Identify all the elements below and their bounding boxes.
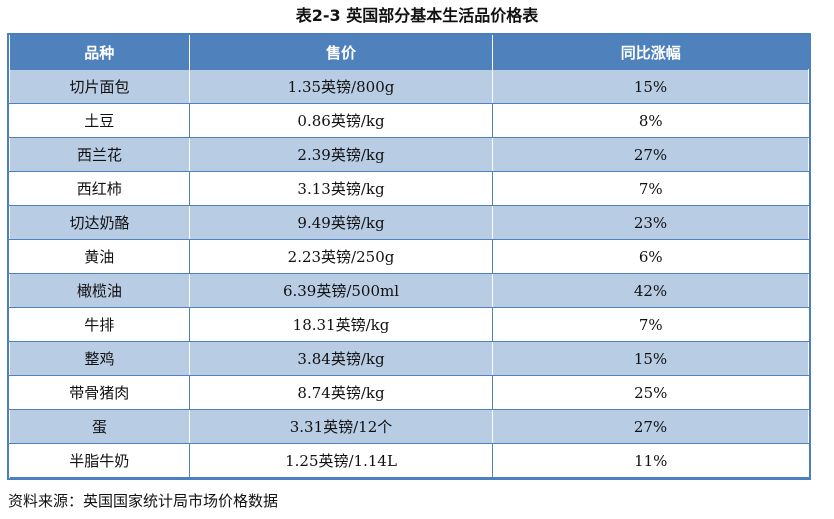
column-header-change: 同比涨幅 xyxy=(492,35,809,70)
price-table: 品种 售价 同比涨幅 切片面包 1.35英镑/800g 15% 土豆 0.86英… xyxy=(9,35,809,478)
table-row: 西红柿 3.13英镑/kg 7% xyxy=(9,171,809,206)
cell-item: 西兰花 xyxy=(9,137,190,172)
cell-item: 西红柿 xyxy=(9,171,190,206)
cell-change: 25% xyxy=(492,375,809,410)
cell-change: 7% xyxy=(492,307,809,342)
cell-change: 27% xyxy=(492,137,809,172)
cell-item: 黄油 xyxy=(9,239,190,274)
column-header-price: 售价 xyxy=(189,35,493,70)
cell-price: 3.84英镑/kg xyxy=(189,341,493,376)
cell-item: 切片面包 xyxy=(9,69,190,104)
cell-item: 土豆 xyxy=(9,103,190,138)
cell-price: 1.25英镑/1.14L xyxy=(189,443,493,478)
table-header-row: 品种 售价 同比涨幅 xyxy=(9,35,809,70)
cell-price: 0.86英镑/kg xyxy=(189,103,493,138)
cell-price: 18.31英镑/kg xyxy=(189,307,493,342)
cell-price: 3.31英镑/12个 xyxy=(189,409,493,444)
cell-change: 42% xyxy=(492,273,809,308)
table-title: 表2-3 英国部分基本生活品价格表 xyxy=(295,6,539,25)
cell-price: 1.35英镑/800g xyxy=(189,69,493,104)
cell-change: 8% xyxy=(492,103,809,138)
price-table-container: 品种 售价 同比涨幅 切片面包 1.35英镑/800g 15% 土豆 0.86英… xyxy=(7,33,811,480)
cell-price: 9.49英镑/kg xyxy=(189,205,493,240)
cell-price: 2.23英镑/250g xyxy=(189,239,493,274)
cell-change: 27% xyxy=(492,409,809,444)
cell-item: 带骨猪肉 xyxy=(9,375,190,410)
cell-item: 橄榄油 xyxy=(9,273,190,308)
column-header-item: 品种 xyxy=(9,35,190,70)
table-row: 切达奶酪 9.49英镑/kg 23% xyxy=(9,205,809,240)
table-row: 半脂牛奶 1.25英镑/1.14L 11% xyxy=(9,443,809,478)
cell-change: 6% xyxy=(492,239,809,274)
table-row: 切片面包 1.35英镑/800g 15% xyxy=(9,69,809,104)
cell-change: 15% xyxy=(492,341,809,376)
table-row: 西兰花 2.39英镑/kg 27% xyxy=(9,137,809,172)
cell-change: 7% xyxy=(492,171,809,206)
cell-item: 切达奶酪 xyxy=(9,205,190,240)
cell-change: 23% xyxy=(492,205,809,240)
table-row: 黄油 2.23英镑/250g 6% xyxy=(9,239,809,274)
cell-change: 11% xyxy=(492,443,809,478)
cell-price: 6.39英镑/500ml xyxy=(189,273,493,308)
cell-price: 8.74英镑/kg xyxy=(189,375,493,410)
cell-item: 整鸡 xyxy=(9,341,190,376)
cell-item: 蛋 xyxy=(9,409,190,444)
table-row: 土豆 0.86英镑/kg 8% xyxy=(9,103,809,138)
table-row: 蛋 3.31英镑/12个 27% xyxy=(9,409,809,444)
table-row: 牛排 18.31英镑/kg 7% xyxy=(9,307,809,342)
source-note: 资料来源：英国国家统计局市场价格数据 xyxy=(8,492,279,510)
cell-item: 半脂牛奶 xyxy=(9,443,190,478)
cell-change: 15% xyxy=(492,69,809,104)
table-row: 整鸡 3.84英镑/kg 15% xyxy=(9,341,809,376)
table-row: 橄榄油 6.39英镑/500ml 42% xyxy=(9,273,809,308)
cell-price: 3.13英镑/kg xyxy=(189,171,493,206)
cell-price: 2.39英镑/kg xyxy=(189,137,493,172)
table-row: 带骨猪肉 8.74英镑/kg 25% xyxy=(9,375,809,410)
cell-item: 牛排 xyxy=(9,307,190,342)
